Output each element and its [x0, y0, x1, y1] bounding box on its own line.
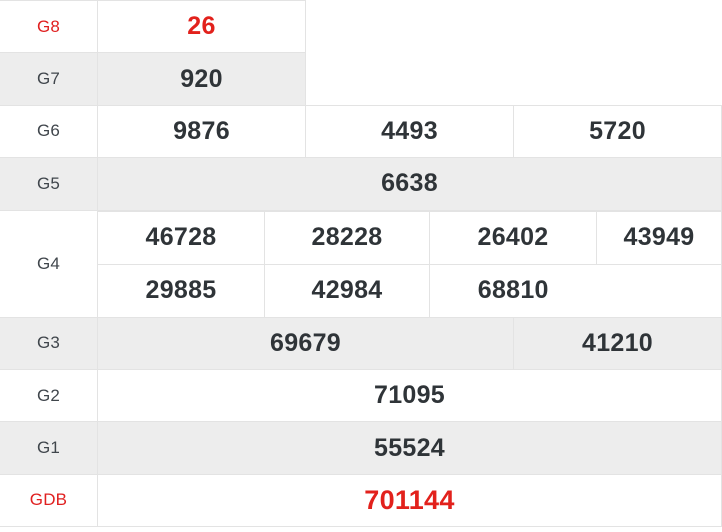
prize-number-g4-2: 28228: [264, 211, 430, 265]
table-row: 29885 42984 68810: [98, 264, 721, 317]
table-row: G8 26: [0, 0, 722, 54]
table-row: G1 55524: [0, 421, 722, 475]
prize-number-g4-1: 46728: [98, 211, 265, 265]
prize-label-g7: G7: [0, 52, 98, 106]
prize-number-g2-1: 71095: [97, 368, 722, 423]
prize-number-g6-3: 5720: [513, 104, 722, 159]
prize-number-g4-5: 29885: [98, 264, 265, 317]
prize-label-g1: G1: [0, 421, 98, 475]
table-row: GDB 701144: [0, 473, 722, 528]
table-row: G4 46728 28228 26402 43949 29885 42984: [0, 209, 722, 318]
prize-number-g6-1: 9876: [97, 104, 306, 159]
prize-number-g4-4: 43949: [596, 211, 721, 265]
prize-g4-cell-group: 46728 28228 26402 43949 29885 42984 6881…: [97, 209, 722, 318]
table-row: G6 9876 4493 5720: [0, 104, 722, 159]
prize-number-g1-1: 55524: [97, 421, 722, 475]
prize-number-g3-2: 41210: [513, 316, 722, 370]
table-row: 46728 28228 26402 43949: [98, 211, 721, 265]
prize-number-g4-3: 26402: [429, 211, 597, 265]
table-row: G5 6638: [0, 157, 722, 211]
prize-number-g8-1: 26: [97, 0, 306, 54]
prize-number-g4-6: 42984: [264, 264, 430, 317]
prize-label-g6: G6: [0, 104, 98, 159]
prize-number-g7-1: 920: [97, 52, 306, 106]
prize-number-g3-1: 69679: [97, 316, 514, 370]
prize-label-g4: G4: [0, 209, 98, 318]
prize-label-g5: G5: [0, 157, 98, 211]
prize-label-g3: G3: [0, 316, 98, 370]
prize-label-g2: G2: [0, 368, 98, 423]
prize-number-gdb-1: 701144: [97, 473, 722, 528]
prize-label-gdb: GDB: [0, 473, 98, 528]
table-row: G2 71095: [0, 368, 722, 423]
prize-number-g5-1: 6638: [97, 157, 722, 211]
g4-inner-table: 46728 28228 26402 43949 29885 42984 6881…: [98, 211, 721, 317]
g4-inner-body: 46728 28228 26402 43949 29885 42984 6881…: [98, 211, 721, 317]
prize-number-g6-2: 4493: [305, 104, 514, 159]
prize-number-g4-7: 68810: [429, 264, 597, 317]
prize-label-g8: G8: [0, 0, 98, 54]
table-row: G3 69679 41210: [0, 316, 722, 370]
table-row: G7 920: [0, 52, 722, 106]
